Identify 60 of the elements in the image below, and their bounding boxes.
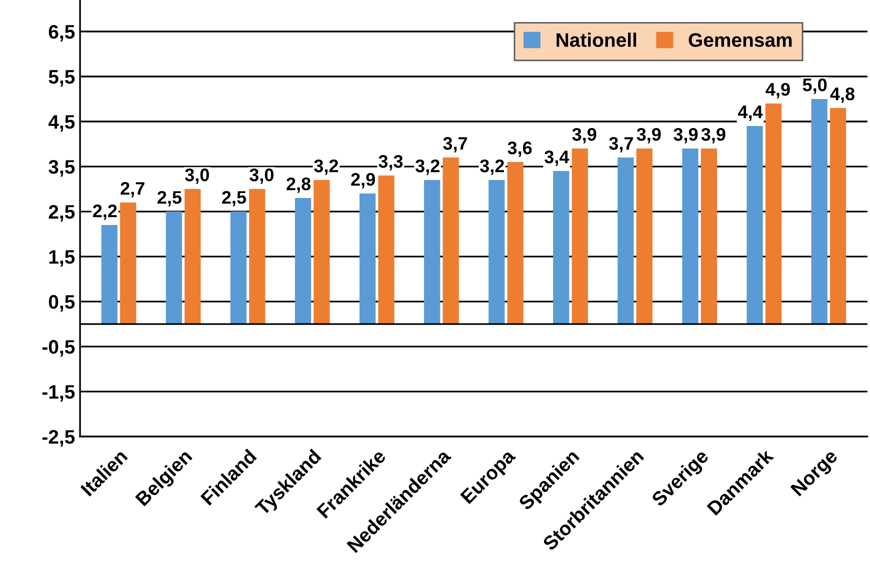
bar — [230, 212, 247, 324]
data-label: 3,6 — [508, 142, 532, 157]
data-label: 3,2 — [415, 160, 440, 175]
bar — [120, 202, 136, 324]
bar — [442, 158, 459, 324]
bar — [682, 148, 698, 324]
data-label: 4,9 — [766, 82, 790, 98]
data-label: 2,5 — [222, 191, 246, 206]
data-label: 2,2 — [93, 204, 117, 220]
y-tick-label: 2,5 — [48, 205, 75, 222]
data-label: 4,4 — [738, 106, 763, 121]
data-label: 2,9 — [351, 173, 375, 188]
data-label: 2,7 — [120, 182, 144, 198]
bar — [636, 148, 652, 324]
data-label: 3,0 — [250, 168, 274, 184]
bar — [700, 148, 718, 324]
data-label: 3,3 — [378, 155, 403, 170]
data-label: 3,9 — [572, 128, 596, 144]
bar — [424, 180, 440, 324]
data-label: 3,9 — [674, 128, 698, 144]
data-label: 2,8 — [286, 178, 311, 193]
data-label: 3,9 — [636, 128, 661, 144]
bar — [553, 171, 570, 324]
y-tick-label: 5,5 — [48, 70, 75, 87]
legend-label: Nationell — [556, 32, 636, 47]
y-tick-label: -2,5 — [42, 430, 75, 447]
bar — [746, 126, 763, 324]
data-label: 3,2 — [314, 160, 338, 175]
data-label: 4,8 — [830, 87, 855, 103]
bar — [811, 99, 828, 324]
y-tick-label: 0,5 — [48, 295, 75, 312]
data-label: 5,0 — [802, 78, 827, 94]
y-tick-label: 6,5 — [48, 24, 75, 42]
bar — [314, 180, 330, 324]
bar — [830, 108, 846, 324]
bar — [359, 194, 376, 324]
bar — [249, 189, 266, 324]
y-tick-label: 4,5 — [48, 115, 75, 132]
bar — [184, 189, 201, 324]
bar — [378, 176, 394, 324]
data-label: 3,9 — [701, 128, 726, 144]
bar — [166, 212, 182, 324]
y-tick-label: -1,5 — [42, 385, 75, 402]
bar — [488, 180, 505, 324]
data-label: 2,5 — [158, 191, 182, 206]
y-tick-label: -0,5 — [42, 340, 75, 357]
bar — [101, 225, 118, 324]
y-tick-label: 1,5 — [49, 250, 75, 267]
data-label: 3,0 — [185, 168, 209, 184]
y-tick-label: 3,5 — [48, 160, 75, 177]
bar — [572, 148, 588, 324]
data-label: 3,2 — [480, 160, 504, 175]
bar — [765, 104, 782, 324]
data-label: 3,7 — [443, 137, 468, 152]
bar — [294, 198, 312, 324]
bar — [618, 158, 634, 324]
data-label: 3,4 — [544, 150, 570, 166]
data-label: 3,7 — [609, 137, 633, 152]
legend-label: Gemensam — [688, 33, 792, 47]
bar — [507, 162, 524, 324]
